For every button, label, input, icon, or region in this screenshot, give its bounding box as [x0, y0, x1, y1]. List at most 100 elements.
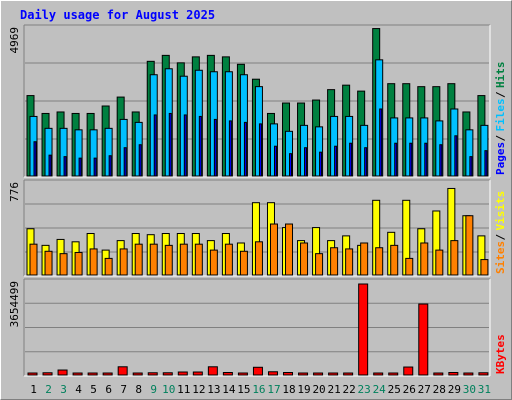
- kbytes-bar: [448, 372, 459, 376]
- sites-bar: [44, 250, 53, 276]
- pages-bar: [409, 142, 413, 177]
- hits-axis-label-hits: Hits: [494, 62, 507, 89]
- day-tick-label: 30: [463, 383, 476, 396]
- day-tick-label: 10: [162, 383, 175, 396]
- day-tick-label: 12: [192, 383, 205, 396]
- sites-bar: [480, 259, 489, 276]
- pages-bar: [168, 112, 172, 177]
- kbytes-bar: [373, 372, 384, 376]
- sites-bar: [375, 247, 384, 276]
- pages-bar: [469, 156, 473, 177]
- day-tick-label: 7: [120, 383, 127, 396]
- kbytes-axis-label-kbytes: KBytes: [494, 334, 507, 374]
- pages-bar: [258, 123, 262, 177]
- day-tick-label: 9: [150, 383, 157, 396]
- day-tick-label: 2: [45, 383, 52, 396]
- kbytes-bar: [87, 372, 98, 376]
- kbytes-bar: [283, 372, 294, 376]
- pages-bar: [273, 145, 277, 177]
- pages-bar: [289, 153, 293, 177]
- day-tick-label: 28: [433, 383, 446, 396]
- day-tick-label: 3: [60, 383, 67, 396]
- day-tick-label: 1: [30, 383, 37, 396]
- day-tick-label: 18: [282, 383, 295, 396]
- visits-axis-label-visits: Visits: [494, 191, 507, 231]
- kbytes-bar: [72, 372, 83, 376]
- sites-bar: [345, 248, 354, 276]
- day-tick-label: 17: [267, 383, 280, 396]
- sites-bar: [405, 257, 414, 276]
- sites-bar: [254, 241, 263, 276]
- kbytes-bar: [252, 366, 263, 376]
- chart-title: Daily usage for August 2025: [20, 8, 216, 22]
- sites-bar: [315, 253, 324, 276]
- kbytes-bar: [42, 372, 53, 376]
- pages-bar: [78, 157, 82, 177]
- sites-bar: [239, 250, 248, 276]
- kbytes-bar: [117, 366, 128, 376]
- sites-bar: [330, 247, 339, 276]
- pages-bar: [394, 142, 398, 177]
- hits-axis-label-separator: /: [494, 91, 507, 98]
- pages-bar: [439, 144, 443, 177]
- sites-bar: [390, 244, 399, 276]
- pages-bar: [364, 147, 368, 177]
- kbytes-bar: [463, 372, 474, 376]
- kbytes-bar: [162, 372, 173, 376]
- kbytes-bar: [418, 303, 429, 376]
- sites-bar: [29, 243, 38, 276]
- hits-axis-label-pages: Pages: [494, 142, 507, 175]
- sites-bar: [119, 248, 128, 276]
- pages-bar: [183, 114, 187, 177]
- kbytes-bar: [298, 372, 309, 376]
- kbytes-bar: [132, 372, 143, 376]
- sites-bar: [420, 242, 429, 276]
- day-tick-label: 15: [237, 383, 250, 396]
- kbytes-bar: [102, 372, 113, 376]
- visits-axis-label-separator: /: [494, 234, 507, 241]
- sites-bar: [209, 249, 218, 276]
- kbytes-bar: [478, 372, 489, 376]
- sites-bar: [134, 243, 143, 276]
- day-tick-label: 21: [327, 383, 340, 396]
- pages-bar: [304, 147, 308, 177]
- pages-bar: [243, 121, 247, 177]
- day-tick-label: 25: [388, 383, 401, 396]
- pages-bar: [334, 145, 338, 177]
- kbytes-bar: [147, 372, 158, 376]
- hits-axis-label-files: Files: [494, 98, 507, 131]
- day-tick-label: 14: [222, 383, 236, 396]
- kbytes-bar: [222, 372, 233, 376]
- day-tick-label: 19: [297, 383, 310, 396]
- day-tick-label: 4: [75, 383, 82, 396]
- sites-bar: [269, 223, 278, 276]
- kbytes-bar: [57, 369, 68, 376]
- kbytes-bar: [27, 372, 38, 376]
- pages-bar: [484, 150, 488, 177]
- day-tick-label: 6: [105, 383, 112, 396]
- kbytes-bar: [403, 366, 414, 376]
- day-tick-label: 24: [373, 383, 387, 396]
- day-tick-label: 8: [135, 383, 142, 396]
- kbytes-bar: [207, 366, 218, 376]
- sites-bar: [89, 248, 98, 276]
- sites-bar: [465, 215, 474, 276]
- sites-bar: [194, 243, 203, 276]
- day-tick-label: 31: [478, 383, 491, 396]
- day-tick-label: 27: [418, 383, 431, 396]
- sites-bar: [300, 242, 309, 276]
- pages-bar: [424, 142, 428, 177]
- sites-bar: [104, 257, 113, 276]
- kbytes-bar: [343, 372, 354, 376]
- hits-axis-label-separator: /: [494, 135, 507, 142]
- pages-bar: [108, 155, 112, 177]
- pages-bar: [349, 142, 353, 177]
- day-tick-label: 13: [207, 383, 220, 396]
- kbytes-bar: [177, 371, 188, 376]
- kbytes-bar: [433, 372, 444, 376]
- pages-bar: [123, 147, 127, 177]
- sites-bar: [360, 242, 369, 276]
- pages-bar: [319, 151, 323, 177]
- kbytes-bar: [267, 371, 278, 376]
